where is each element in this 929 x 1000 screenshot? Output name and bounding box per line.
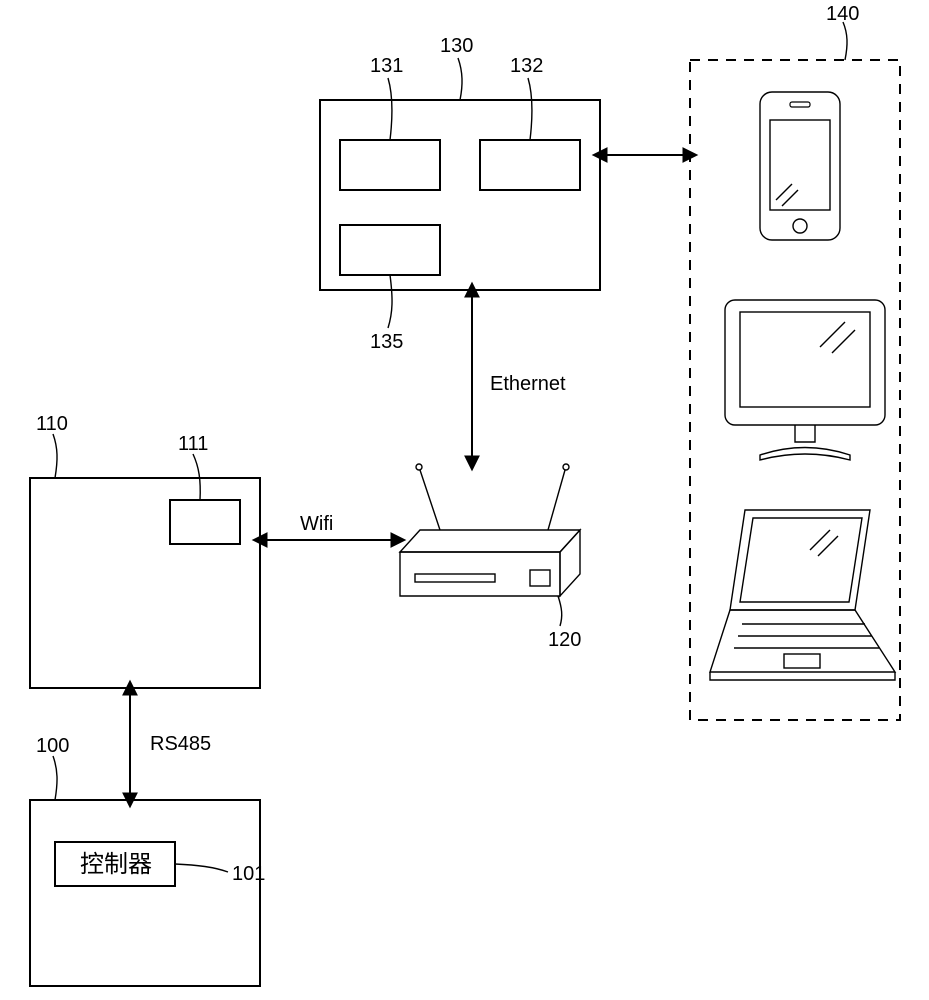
label-120: 120 bbox=[548, 629, 581, 651]
server-module-132 bbox=[480, 140, 580, 190]
label-130: 130 bbox=[440, 35, 473, 57]
router-antenna-left bbox=[420, 470, 440, 530]
label-140: 140 bbox=[826, 3, 859, 25]
leader-135 bbox=[388, 275, 392, 328]
router-top bbox=[400, 530, 580, 552]
device-box bbox=[30, 800, 260, 986]
laptop-icon bbox=[710, 510, 895, 680]
router-side bbox=[560, 530, 580, 596]
label-110: 110 bbox=[36, 413, 68, 435]
server-group: 131 130 132 135 bbox=[320, 35, 600, 353]
label-111: 111 bbox=[178, 433, 208, 455]
gateway-box bbox=[30, 478, 260, 688]
router-slot bbox=[415, 574, 495, 582]
server-module-131 bbox=[340, 140, 440, 190]
leader-100 bbox=[53, 756, 57, 800]
leader-101 bbox=[175, 864, 228, 872]
label-wifi: Wifi bbox=[300, 513, 333, 535]
leader-120 bbox=[558, 596, 562, 626]
server-module-135 bbox=[340, 225, 440, 275]
leader-132 bbox=[528, 78, 532, 140]
leader-130 bbox=[458, 58, 462, 100]
gateway-module-111 bbox=[170, 500, 240, 544]
router-group: 120 bbox=[400, 464, 581, 651]
label-135: 135 bbox=[370, 331, 403, 353]
leader-140 bbox=[843, 22, 847, 60]
label-ethernet: Ethernet bbox=[490, 373, 566, 395]
diagram-canvas: 131 130 132 135 110 111 控制器 100 101 bbox=[0, 0, 929, 1000]
monitor-icon bbox=[725, 300, 885, 460]
gateway-group: 110 111 bbox=[30, 413, 260, 688]
router-antenna-right-tip bbox=[563, 464, 569, 470]
label-132: 132 bbox=[510, 55, 543, 77]
server-box bbox=[320, 100, 600, 290]
label-131: 131 bbox=[370, 55, 403, 77]
device-group: 控制器 100 101 bbox=[30, 735, 265, 986]
label-100: 100 bbox=[36, 735, 69, 757]
router-button bbox=[530, 570, 550, 586]
router-antenna-right bbox=[548, 470, 565, 530]
clients-group: 140 bbox=[690, 3, 900, 720]
clients-box bbox=[690, 60, 900, 720]
smartphone-icon bbox=[760, 92, 840, 240]
leader-110 bbox=[53, 434, 57, 478]
router-antenna-left-tip bbox=[416, 464, 422, 470]
label-rs485: RS485 bbox=[150, 733, 211, 755]
controller-text: 控制器 bbox=[80, 851, 152, 878]
leader-131 bbox=[388, 78, 392, 140]
label-101: 101 bbox=[232, 863, 265, 885]
